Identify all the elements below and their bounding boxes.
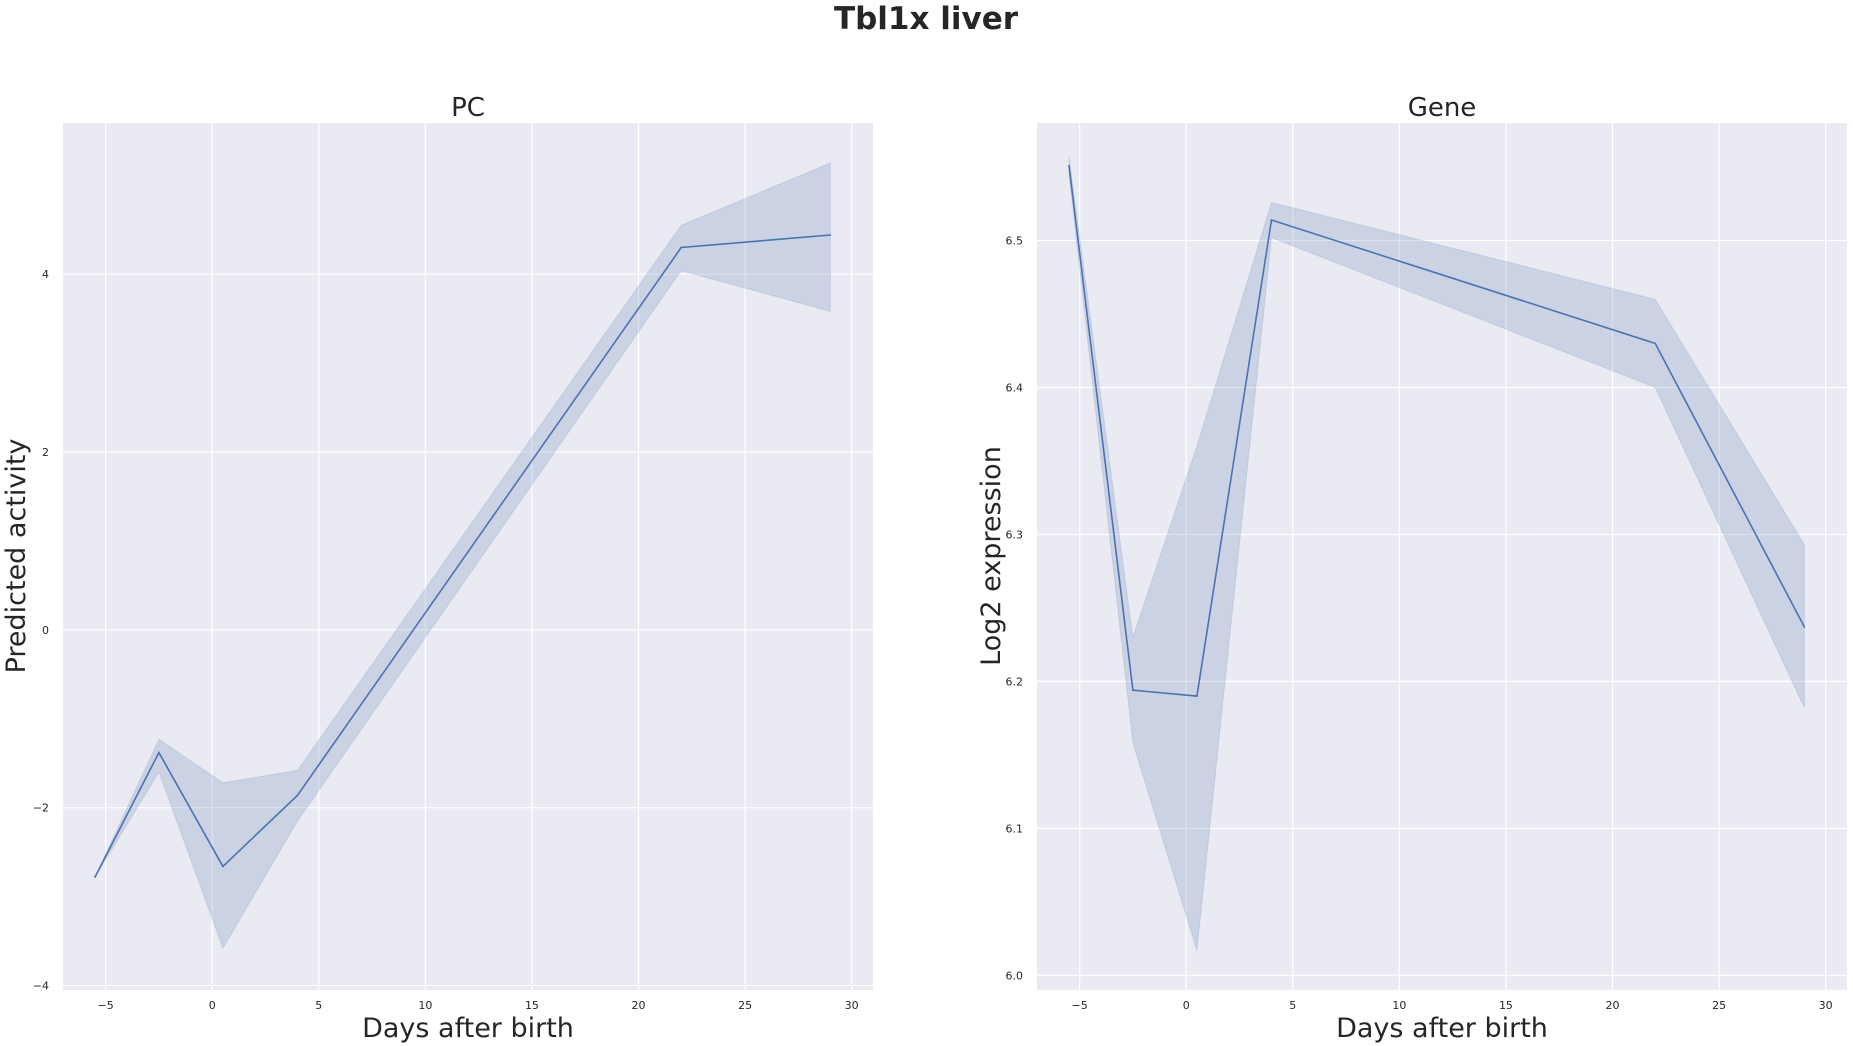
y-axis-label: Predicted activity [1, 439, 32, 674]
data-point [1654, 342, 1656, 345]
confidence-band [94, 162, 831, 950]
data-point [829, 234, 832, 236]
confidence-band [1068, 156, 1805, 951]
x-axis-label: Days after birth [1336, 1013, 1548, 1044]
data-point [1803, 626, 1806, 628]
plot-area [63, 123, 873, 990]
x-tick-label: 30 [1819, 999, 1833, 1012]
x-tick-label: 25 [1712, 999, 1726, 1012]
y-tick-label: 6.5 [1006, 235, 1024, 248]
series-line [94, 234, 831, 878]
y-tick-label: 2 [42, 446, 49, 459]
x-tick-label: 20 [632, 999, 646, 1012]
y-tick-label: 6.4 [1006, 382, 1024, 395]
y-tick-label: 6.3 [1006, 528, 1024, 541]
data-point [1270, 219, 1273, 221]
y-tick-label: 4 [42, 268, 49, 281]
data-point [1132, 689, 1134, 692]
x-tick-label: 0 [209, 999, 216, 1012]
data-point [94, 876, 96, 878]
x-tick-label: 30 [845, 999, 859, 1012]
data-point [1196, 695, 1198, 697]
y-axis-label: Log2 expression [976, 446, 1007, 666]
y-tick-label: 6.1 [1006, 822, 1024, 835]
x-tick-label: 5 [1289, 999, 1296, 1012]
y-tick-label: −2 [33, 802, 49, 815]
x-tick-label: −5 [98, 999, 114, 1012]
x-tick-label: 25 [738, 999, 752, 1012]
x-tick-label: 20 [1606, 999, 1620, 1012]
panel-pc: −5 0 5 10 15 20 25 30 −4 −2 0 2 4 PC Days after bir… [1, 93, 873, 1044]
data-point [680, 246, 682, 249]
x-tick-label: 0 [1183, 999, 1190, 1012]
y-tick-label: 0 [42, 624, 49, 637]
x-axis-label: Days after birth [362, 1013, 574, 1044]
panel-title: Gene [1408, 93, 1477, 123]
x-tick-label: −5 [1072, 999, 1088, 1012]
x-tick-label: 5 [315, 999, 322, 1012]
data-point [296, 794, 299, 797]
x-tick-label: 10 [418, 999, 432, 1012]
y-tick-label: −4 [33, 980, 49, 993]
x-tick-label: 15 [525, 999, 539, 1012]
series-line [1068, 165, 1806, 697]
panel-title: PC [451, 93, 485, 123]
y-tick-label: 6.2 [1006, 675, 1024, 688]
panel-gene: −5 0 5 10 15 20 25 30 6.0 6.1 6.2 6.3 6.4 6.5 Gene D… [976, 93, 1847, 1044]
x-tick-label: 15 [1499, 999, 1513, 1012]
plot-area [1037, 123, 1847, 990]
data-point [1068, 164, 1070, 167]
y-tick-label: 6.0 [1006, 969, 1024, 982]
figure-title: Tbl1x liver [834, 1, 1019, 37]
data-point [158, 751, 160, 754]
x-tick-label: 10 [1392, 999, 1406, 1012]
data-point [222, 865, 224, 868]
